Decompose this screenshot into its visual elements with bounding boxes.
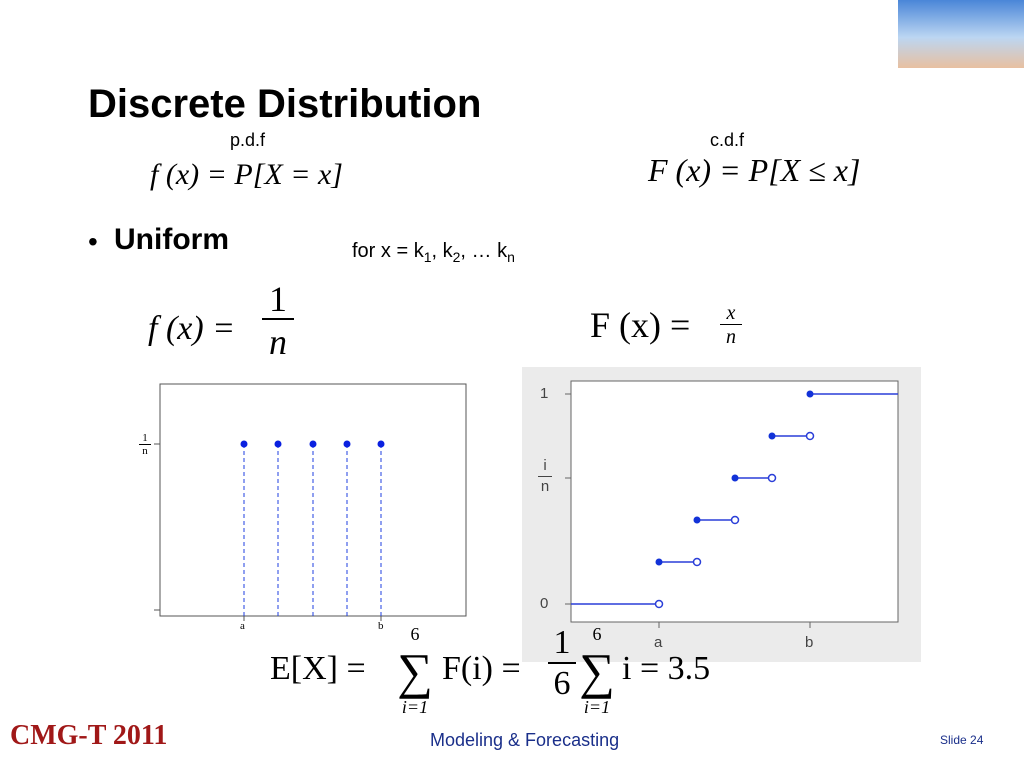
pmf-x-label: a [240,620,245,632]
slide-number: Slide 24 [940,733,984,747]
pdf-frac: 1 n [262,280,294,364]
condition-text: , k [431,240,453,262]
pdf-formula: f (x) = P[X = x] [150,158,343,191]
upper: 6 [592,624,602,644]
den: n [538,476,552,497]
sum-1: 6 ∑ i=1 [392,624,438,718]
cdf-y-label: 1 [540,385,549,402]
num: x [726,302,736,324]
num: 1 [142,432,148,444]
condition-text: for x = k [352,240,424,262]
den: n [720,324,742,349]
subscript: 2 [452,249,461,265]
cdf-closed [655,390,814,566]
cdf-ticks [565,393,811,628]
pmf-y-label: 1 n [139,432,151,457]
cdf-y-label: 0 [540,595,549,612]
lower: i=1 [401,697,429,717]
den: n [139,444,151,457]
cdf-open [654,431,815,609]
num: 1 [553,624,571,661]
cdf-frame [570,380,899,623]
bullet: Uniform [114,223,229,256]
exp-lhs: E[X] = [270,650,366,687]
sum-2: 6 ∑ i=1 [574,624,620,718]
exp-frac: 1 6 [548,624,576,704]
condition: for x = k1, k2, … kn [352,240,515,265]
sigma: ∑ [397,643,433,699]
title: Discrete Distribution [88,82,482,126]
lower: i=1 [583,697,611,717]
bullet-dot: • [88,226,98,257]
cdf-frac: x n [720,302,742,349]
subscript: 1 [423,249,432,265]
course: Modeling & Forecasting [430,730,620,750]
subscript: n [507,249,515,265]
upper: 6 [410,624,420,644]
cdf-formula: F (x) = P[X ≤ x] [648,152,861,188]
brand: CMG-T 2011 [10,720,168,751]
pdf-lhs: f (x) = [148,310,236,347]
den: n [262,318,294,364]
pdf-label: p.d.f [230,130,266,150]
pmf-ticks [154,443,382,621]
condition-text: , … k [460,240,508,262]
den: 6 [548,662,576,704]
cdf-x-label: b [805,634,814,651]
pmf-stems [243,444,382,616]
cdf-label: c.d.f [710,130,745,150]
sigma: ∑ [579,643,615,699]
cdf-y-mid: i n [538,456,552,497]
cdf-x-label: a [654,634,663,651]
cdf-lhs: F (x) = [590,305,691,345]
exp-rhs: i = 3.5 [622,650,711,687]
exp-mid: F(i) = [442,650,521,687]
pmf-dots [240,440,385,448]
logo [898,0,1024,68]
num: 1 [269,279,287,319]
num: i [543,457,547,474]
pmf-x-label: b [378,620,384,632]
cdf-steps [571,393,898,605]
